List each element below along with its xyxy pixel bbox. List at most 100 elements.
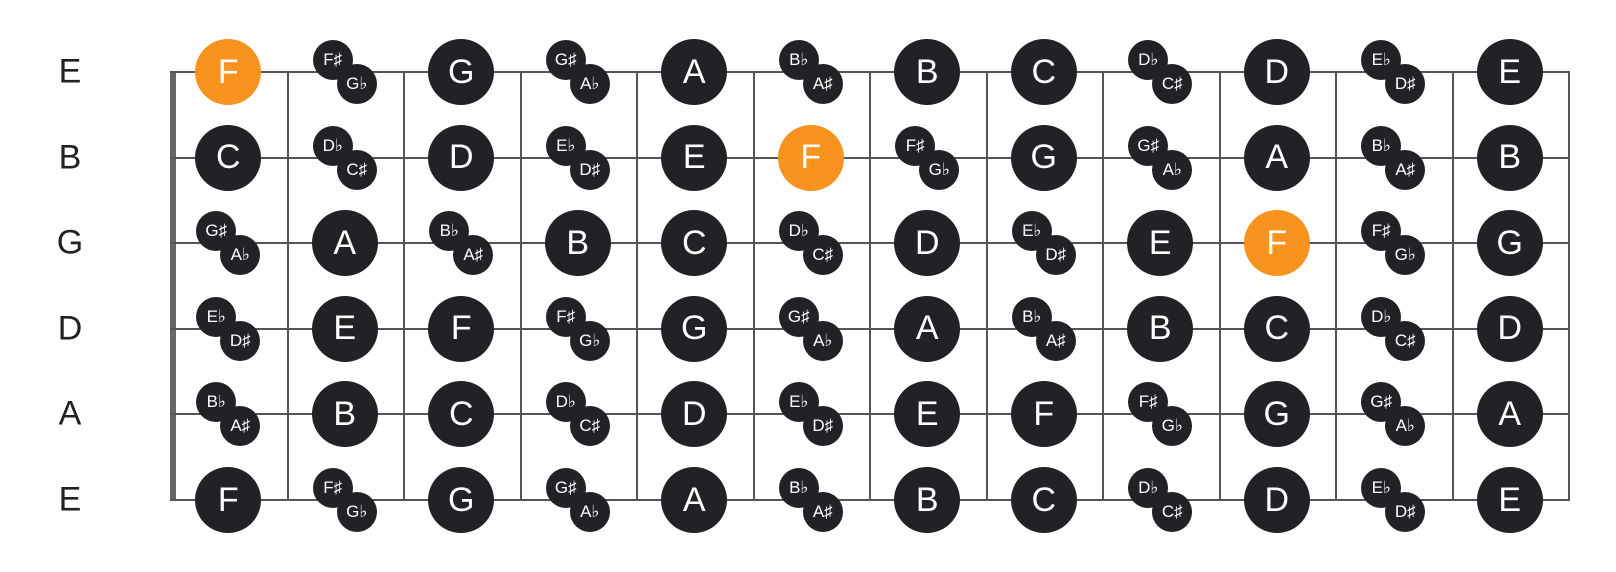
- note-accidental-pair: D♭C♯: [779, 211, 843, 275]
- note-accidental-bottom: G♭: [919, 150, 959, 190]
- note-accidental-bottom: G♭: [1385, 235, 1425, 275]
- note-accidental-bottom: A♭: [1152, 150, 1192, 190]
- note-natural: E: [661, 125, 727, 191]
- fret-line: [986, 72, 988, 500]
- note-accidental-bottom: D♯: [1385, 492, 1425, 532]
- fretboard-diagram: EBGDAE FF♯G♭GG♯A♭AB♭A♯BCD♭C♯DE♭D♯ECD♭C♯D…: [40, 30, 1576, 542]
- note-natural: C: [1011, 467, 1077, 533]
- note-accidental-bottom: G♭: [337, 492, 377, 532]
- note-natural: D: [1477, 296, 1543, 362]
- note-accidental-bottom: C♯: [1152, 64, 1192, 104]
- note-natural: G: [1477, 210, 1543, 276]
- note-accidental-bottom: D♯: [1385, 64, 1425, 104]
- note-natural: E: [312, 296, 378, 362]
- note-accidental-bottom: D♯: [803, 406, 843, 446]
- note-accidental-pair: F♯G♭: [546, 297, 610, 361]
- note-natural: D: [661, 381, 727, 447]
- note-accidental-bottom: A♯: [1385, 150, 1425, 190]
- note-accidental-pair: D♭C♯: [1361, 297, 1425, 361]
- note-natural: E: [894, 381, 960, 447]
- note-natural: E: [1477, 39, 1543, 105]
- note-accidental-pair: F♯G♭: [1361, 211, 1425, 275]
- note-accidental-bottom: A♭: [220, 235, 260, 275]
- note-accidental-pair: E♭D♯: [1012, 211, 1076, 275]
- note-natural: B: [1477, 125, 1543, 191]
- note-accidental-bottom: G♭: [337, 64, 377, 104]
- note-accidental-pair: D♭C♯: [313, 126, 377, 190]
- note-natural: A: [894, 296, 960, 362]
- note-accidental-pair: G♯A♭: [1361, 382, 1425, 446]
- fret-line: [869, 72, 871, 500]
- note-accidental-pair: F♯G♭: [313, 468, 377, 532]
- note-accidental-bottom: C♯: [570, 406, 610, 446]
- note-accidental-pair: E♭D♯: [1361, 40, 1425, 104]
- note-natural: G: [661, 296, 727, 362]
- note-natural: G: [428, 39, 494, 105]
- note-accidental-bottom: G♭: [1152, 406, 1192, 446]
- note-natural: D: [894, 210, 960, 276]
- note-natural: F: [428, 296, 494, 362]
- note-natural: A: [1477, 381, 1543, 447]
- note-accidental-bottom: A♯: [220, 406, 260, 446]
- fret-line: [287, 72, 289, 500]
- note-accidental-bottom: C♯: [337, 150, 377, 190]
- note-accidental-pair: G♯A♭: [779, 297, 843, 361]
- note-accidental-bottom: C♯: [803, 235, 843, 275]
- note-natural: E: [1127, 210, 1193, 276]
- note-accidental-pair: F♯G♭: [313, 40, 377, 104]
- board-area: FF♯G♭GG♯A♭AB♭A♯BCD♭C♯DE♭D♯ECD♭C♯DE♭D♯EFF…: [170, 72, 1570, 500]
- note-accidental-bottom: D♯: [570, 150, 610, 190]
- fret-line: [1335, 72, 1337, 500]
- note-accidental-pair: G♯A♭: [1128, 126, 1192, 190]
- note-natural: A: [661, 39, 727, 105]
- note-natural: C: [1244, 296, 1310, 362]
- note-accidental-pair: G♯A♭: [196, 211, 260, 275]
- fret-line: [520, 72, 522, 500]
- note-accidental-pair: B♭A♯: [196, 382, 260, 446]
- note-accidental-bottom: A♯: [803, 492, 843, 532]
- fret-line: [403, 72, 405, 500]
- note-accidental-bottom: D♯: [1036, 235, 1076, 275]
- note-natural: G: [1244, 381, 1310, 447]
- note-natural: B: [894, 39, 960, 105]
- note-natural: F: [195, 467, 261, 533]
- open-string-label: A: [50, 395, 90, 434]
- note-accidental-bottom: C♯: [1385, 321, 1425, 361]
- note-accidental-bottom: C♯: [1152, 492, 1192, 532]
- fret-line: [1219, 72, 1221, 500]
- note-natural: G: [428, 467, 494, 533]
- note-natural: D: [1244, 39, 1310, 105]
- note-accidental-pair: E♭D♯: [546, 126, 610, 190]
- fret-line: [636, 72, 638, 500]
- note-accidental-bottom: A♯: [453, 235, 493, 275]
- note-accidental-bottom: A♯: [1036, 321, 1076, 361]
- note-accidental-pair: F♯G♭: [1128, 382, 1192, 446]
- note-natural: B: [1127, 296, 1193, 362]
- note-natural: C: [428, 381, 494, 447]
- open-string-label: D: [50, 309, 90, 348]
- note-accidental-pair: E♭D♯: [1361, 468, 1425, 532]
- note-natural: C: [661, 210, 727, 276]
- note-accidental-bottom: A♭: [570, 492, 610, 532]
- open-string-label: G: [50, 224, 90, 263]
- note-accidental-pair: E♭D♯: [779, 382, 843, 446]
- note-natural: F: [778, 125, 844, 191]
- note-natural: F: [1244, 210, 1310, 276]
- note-natural: D: [428, 125, 494, 191]
- note-natural: B: [545, 210, 611, 276]
- note-accidental-bottom: A♭: [803, 321, 843, 361]
- note-accidental-pair: E♭D♯: [196, 297, 260, 361]
- open-string-label: E: [50, 481, 90, 520]
- note-natural: D: [1244, 467, 1310, 533]
- note-accidental-bottom: A♭: [570, 64, 610, 104]
- nut: [170, 72, 176, 500]
- note-accidental-pair: D♭C♯: [546, 382, 610, 446]
- open-string-label: B: [50, 138, 90, 177]
- note-natural: B: [312, 381, 378, 447]
- fret-line: [1102, 72, 1104, 500]
- note-natural: A: [1244, 125, 1310, 191]
- note-natural: A: [312, 210, 378, 276]
- note-accidental-pair: D♭C♯: [1128, 40, 1192, 104]
- note-accidental-pair: G♯A♭: [546, 468, 610, 532]
- note-natural: G: [1011, 125, 1077, 191]
